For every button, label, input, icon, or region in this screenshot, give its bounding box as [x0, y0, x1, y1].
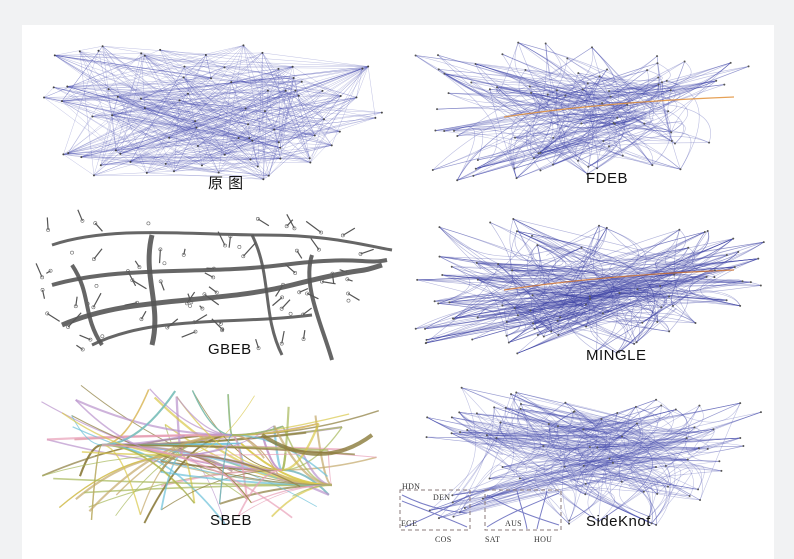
caption-original: 原 图: [208, 175, 244, 192]
caption-sideknot: SideKnot: [586, 513, 651, 530]
fdeb-canvas: [414, 41, 750, 182]
original-graph-panel: [32, 32, 402, 210]
caption-fdeb: FDEB: [586, 170, 629, 187]
inset-label-hdn: HDN: [402, 482, 421, 491]
inset-label-sat: SAT: [485, 535, 501, 544]
fdeb-panel: [404, 32, 774, 210]
caption-gbeb: GBEB: [208, 341, 252, 358]
gbeb-panel: [32, 205, 402, 383]
gbeb-canvas: [35, 209, 393, 361]
original-graph-canvas: [43, 44, 383, 181]
caption-sbeb: SBEB: [210, 512, 253, 529]
sideknot-canvas: [425, 386, 762, 526]
inset-label-ege: EGE: [401, 519, 418, 528]
mingle-panel: [404, 205, 774, 383]
sideknot-insets: [399, 489, 562, 531]
sbeb-canvas: [41, 384, 380, 525]
inset-label-den: DEN: [433, 493, 451, 502]
caption-mingle: MINGLE: [586, 347, 647, 364]
inset-label-hou: HOU: [534, 535, 553, 544]
inset-box-right: [484, 489, 562, 531]
sbeb-panel: [32, 375, 402, 553]
inset-label-aus: AUS: [505, 519, 522, 528]
figure-sheet: 原 图 FDEB GBEB MINGLE SBEB SideKnot HDN D…: [22, 25, 774, 559]
mingle-canvas: [414, 217, 765, 355]
inset-label-cos: COS: [435, 535, 452, 544]
sideknot-panel: [404, 375, 774, 553]
inset-box-left: [399, 489, 471, 531]
